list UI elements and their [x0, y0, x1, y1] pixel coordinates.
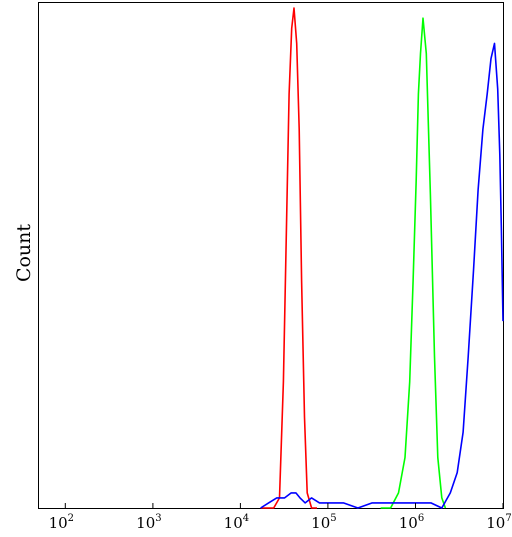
x-tick-label: 104	[224, 513, 249, 532]
x-tick-label-base: 10	[224, 514, 243, 532]
x-tick-label: 106	[399, 513, 424, 532]
x-tick-label-base: 10	[311, 514, 330, 532]
x-tick-label-exponent: 2	[68, 513, 74, 524]
x-tick-label-base: 10	[486, 514, 505, 532]
x-tick-label-exponent: 7	[505, 513, 511, 524]
plot-area-frame	[38, 2, 504, 509]
x-tick-label: 107	[486, 513, 511, 532]
x-tick-label: 105	[311, 513, 336, 532]
x-tick-label-base: 10	[399, 514, 418, 532]
x-tick-label: 103	[136, 513, 161, 532]
x-tick-label-exponent: 3	[155, 513, 161, 524]
x-tick-label-exponent: 6	[418, 513, 424, 524]
x-tick-label-exponent: 5	[330, 513, 336, 524]
x-tick-label: 102	[49, 513, 74, 532]
series-layer	[260, 7, 504, 509]
y-axis-label: Count	[13, 224, 35, 282]
x-tick-label-exponent: 4	[243, 513, 249, 524]
red-series-line	[260, 7, 317, 509]
green-series-line	[380, 17, 447, 509]
x-axis-ticks: 102 103 104 105 106 107	[49, 503, 512, 532]
x-tick-label-base: 10	[49, 514, 68, 532]
x-tick-label-base: 10	[136, 514, 155, 532]
blue-series-line	[260, 42, 504, 509]
y-axis-label-group: Count	[13, 224, 35, 282]
